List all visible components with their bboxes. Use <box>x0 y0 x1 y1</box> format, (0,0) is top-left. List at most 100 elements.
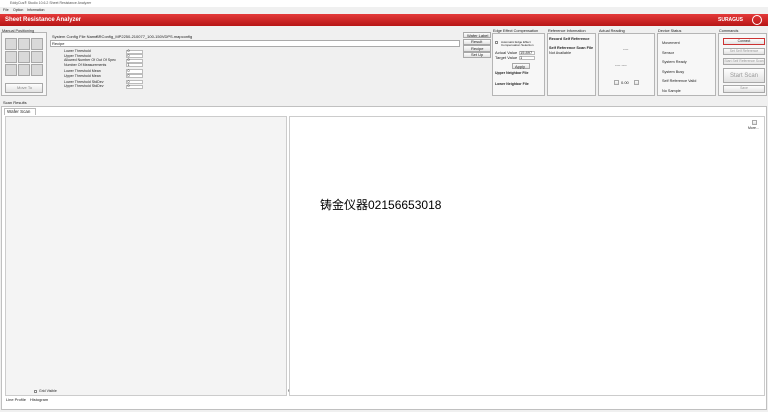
bottom-tab[interactable]: Histogram <box>30 397 49 402</box>
reference-record: Record Self Reference <box>549 37 590 41</box>
wafer-frame <box>5 116 287 396</box>
status-item: Self Reference Valid <box>662 79 697 83</box>
side-button-label[interactable]: Recipe <box>471 45 484 51</box>
header-title: Sheet Resistance Analyzer <box>5 17 82 23</box>
logo: SURAGUS <box>718 16 744 23</box>
tab <box>4 108 36 115</box>
side-button[interactable] <box>463 51 491 59</box>
recipe-select <box>50 40 460 47</box>
edge-field <box>519 50 535 55</box>
edge-value: 1 <box>520 55 523 60</box>
panel-title: Commands <box>719 28 739 33</box>
jog-button[interactable] <box>5 64 17 76</box>
threshold-label: Upper Threshold <box>64 53 91 58</box>
command-button[interactable] <box>723 48 765 55</box>
status-panel <box>657 33 716 96</box>
section-title: Scan Results <box>3 100 27 105</box>
status-item: System Ready <box>662 60 687 64</box>
status-item: Movement <box>662 41 680 45</box>
checkbox <box>495 41 498 44</box>
bottom-tab[interactable]: Line Profile <box>6 397 27 402</box>
panel-title: Reference Information <box>548 28 586 33</box>
threshold-label: Lower Threshold <box>64 49 91 53</box>
side-button-label[interactable]: Wafer Label <box>467 32 489 38</box>
move-button[interactable] <box>5 83 43 93</box>
jog-button[interactable] <box>5 51 17 63</box>
command-button[interactable] <box>723 58 765 65</box>
command-label[interactable]: Start Self Reference Scan <box>724 58 764 63</box>
window-title: EddyCus® Studio 10.6.2 Sheet Resistance … <box>10 0 92 5</box>
jog-button[interactable] <box>18 38 30 50</box>
side-button[interactable] <box>463 45 491 52</box>
reference-panel <box>547 33 596 96</box>
command-label[interactable]: Set Self Reference <box>729 48 759 53</box>
command-label[interactable]: Start Scan <box>729 72 759 79</box>
threshold-field <box>126 84 143 89</box>
jog-button[interactable] <box>31 64 43 76</box>
threshold-label: Lower Threshold StdDev <box>64 79 104 84</box>
threshold-field <box>126 80 143 85</box>
command-label[interactable]: Save <box>740 86 748 90</box>
threshold-label: Upper Threshold Mean <box>64 73 101 78</box>
step-left[interactable] <box>614 80 619 85</box>
more-button[interactable] <box>752 120 757 125</box>
panel-title: Edge Effect Compensation <box>493 28 539 33</box>
recipe: Recipe <box>52 40 65 46</box>
threshold-label: Upper Threshold StdDev <box>64 84 104 89</box>
header-bar <box>0 14 768 26</box>
grid-visible: Grid Visible <box>39 389 57 393</box>
menu-item[interactable]: Option <box>13 7 24 12</box>
threshold-value: 1 <box>127 62 130 67</box>
button-label[interactable]: Apply <box>515 63 526 69</box>
menu-item[interactable]: Information <box>27 7 45 12</box>
grid-checkbox <box>34 390 37 393</box>
panel-title: Manual Positioning <box>2 28 35 33</box>
threshold-field <box>126 49 143 54</box>
threshold-field <box>126 63 143 68</box>
step-right[interactable] <box>634 80 639 85</box>
jog-button[interactable] <box>31 38 43 50</box>
side-button-label[interactable]: Result <box>471 39 483 45</box>
reading-panel <box>598 33 655 96</box>
threshold-field <box>126 54 143 59</box>
command-button[interactable] <box>723 38 765 45</box>
status-item: System Busy <box>662 69 685 74</box>
apply-button[interactable] <box>512 63 530 69</box>
chart-frame <box>289 116 765 396</box>
threshold-value: 0 <box>127 68 130 73</box>
edge-label: Actual Value <box>495 50 518 55</box>
jog-button[interactable] <box>5 38 17 50</box>
side-button-label[interactable]: Set Up <box>471 52 484 58</box>
menu-item[interactable]: File <box>3 7 9 12</box>
button-label[interactable]: Move To <box>17 85 33 90</box>
threshold-field <box>126 69 143 74</box>
edge-auto: Automatic Edge Effect Compensation Selec… <box>501 40 534 47</box>
reading-value: ---- <box>623 46 629 51</box>
command-button[interactable] <box>723 68 765 83</box>
jog-button[interactable] <box>18 51 30 63</box>
status-item: Sensor <box>662 50 675 55</box>
config-file: SRConfig_MP2250-210077_100-150VDPS.mapco… <box>96 33 193 39</box>
threshold-value: 0 <box>127 79 130 84</box>
panel-title: Actual Reading <box>599 28 625 33</box>
threshold-label: Allowed Number Of Out Of Spec <box>64 58 116 63</box>
title-bar <box>0 0 768 7</box>
command-button[interactable] <box>723 85 765 93</box>
config-label: System Config File Name: <box>52 33 99 39</box>
edge-field <box>519 55 535 60</box>
side-button[interactable] <box>463 38 491 45</box>
threshold-value: 0 <box>127 84 130 89</box>
reading-step: 0.00 <box>621 80 629 85</box>
jog-button[interactable] <box>18 64 30 76</box>
edge-label: Target Value <box>495 55 518 60</box>
threshold-field <box>126 58 143 63</box>
tab-label[interactable]: Wafer Scan <box>7 108 31 114</box>
jog-button[interactable] <box>31 51 43 63</box>
edge-value: 15.897 <box>520 50 533 55</box>
threshold-field <box>126 74 143 79</box>
more-label[interactable]: More... <box>748 126 759 130</box>
reading-values: ---- ---- <box>615 62 627 67</box>
side-button[interactable] <box>463 32 491 39</box>
command-label[interactable]: Connect <box>737 38 751 43</box>
